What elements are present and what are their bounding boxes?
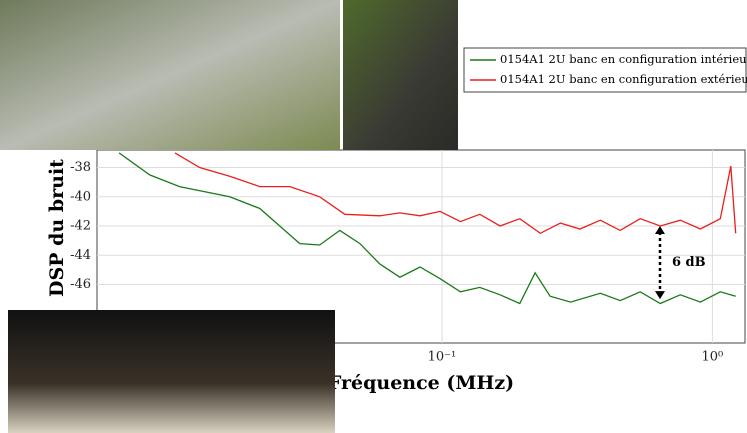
photo-bench [8, 310, 335, 433]
y-tick-label: -42 [70, 219, 91, 234]
annotation-text: 6 dB [672, 255, 706, 270]
arrow-head [654, 226, 665, 235]
y-tick-label: -40 [70, 189, 91, 204]
x-tick-label: 10⁻¹ [428, 350, 457, 365]
series-line [174, 152, 737, 235]
legend-box [463, 47, 747, 93]
y-axis-label: DSP du bruit [46, 159, 68, 297]
photos [0, 0, 458, 433]
photo-lab [0, 0, 340, 150]
x-axis-label: Fréquence (MHz) [328, 372, 514, 394]
legend-label: 0154A1 2U banc en configuration extérieu… [500, 72, 747, 86]
arrow-head [654, 291, 665, 300]
photo-device [343, 0, 458, 150]
series-line [118, 152, 736, 305]
legend-label: 0154A1 2U banc en configuration intérieu… [500, 52, 747, 66]
x-tick-label: 10⁰ [702, 350, 724, 365]
y-tick-label: -44 [70, 248, 91, 263]
y-tick-label: -38 [70, 160, 91, 175]
y-tick-label: -46 [70, 277, 91, 292]
